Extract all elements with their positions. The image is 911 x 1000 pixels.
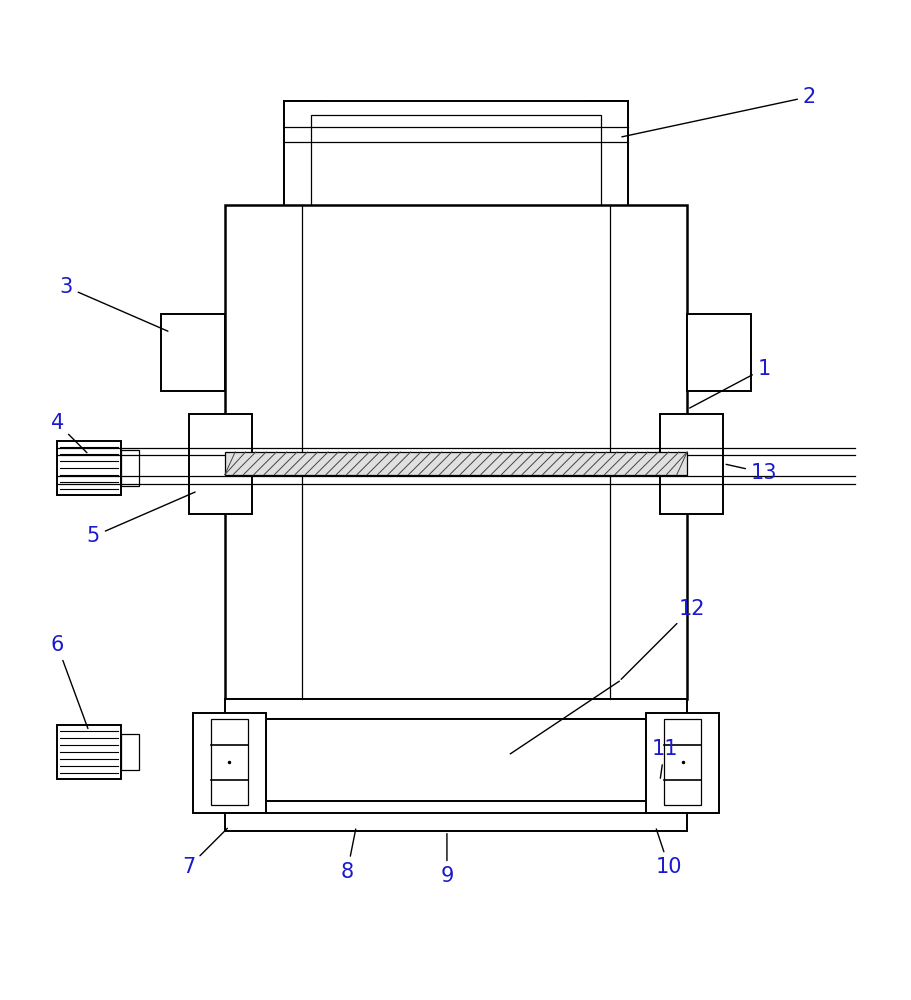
Text: 6: 6 [50,635,87,729]
Bar [57,725,120,779]
Text: 10: 10 [655,829,681,877]
Text: 8: 8 [341,829,355,882]
Bar [120,734,138,770]
Bar [686,314,750,391]
Text: 4: 4 [50,413,87,453]
Bar [225,813,686,831]
Bar [57,441,120,495]
Text: 2: 2 [621,87,815,137]
Bar [283,101,324,260]
Bar [189,414,251,514]
Text: 13: 13 [725,463,776,483]
Bar [587,101,628,260]
Bar [283,101,628,246]
Text: 1: 1 [689,359,770,408]
Bar [646,713,718,813]
Text: 11: 11 [650,739,677,778]
Bar [225,205,686,699]
Bar [193,713,265,813]
Bar [225,452,686,475]
Bar [311,115,600,224]
Text: 3: 3 [59,277,168,331]
Text: 7: 7 [182,828,227,877]
Text: 12: 12 [620,599,704,679]
Bar [120,450,138,486]
Bar [211,719,247,805]
Bar [225,699,686,719]
Bar [660,414,722,514]
Bar [161,314,225,391]
Bar [265,719,646,801]
Text: 5: 5 [87,492,195,546]
Bar [664,719,700,805]
Text: 9: 9 [440,834,453,886]
